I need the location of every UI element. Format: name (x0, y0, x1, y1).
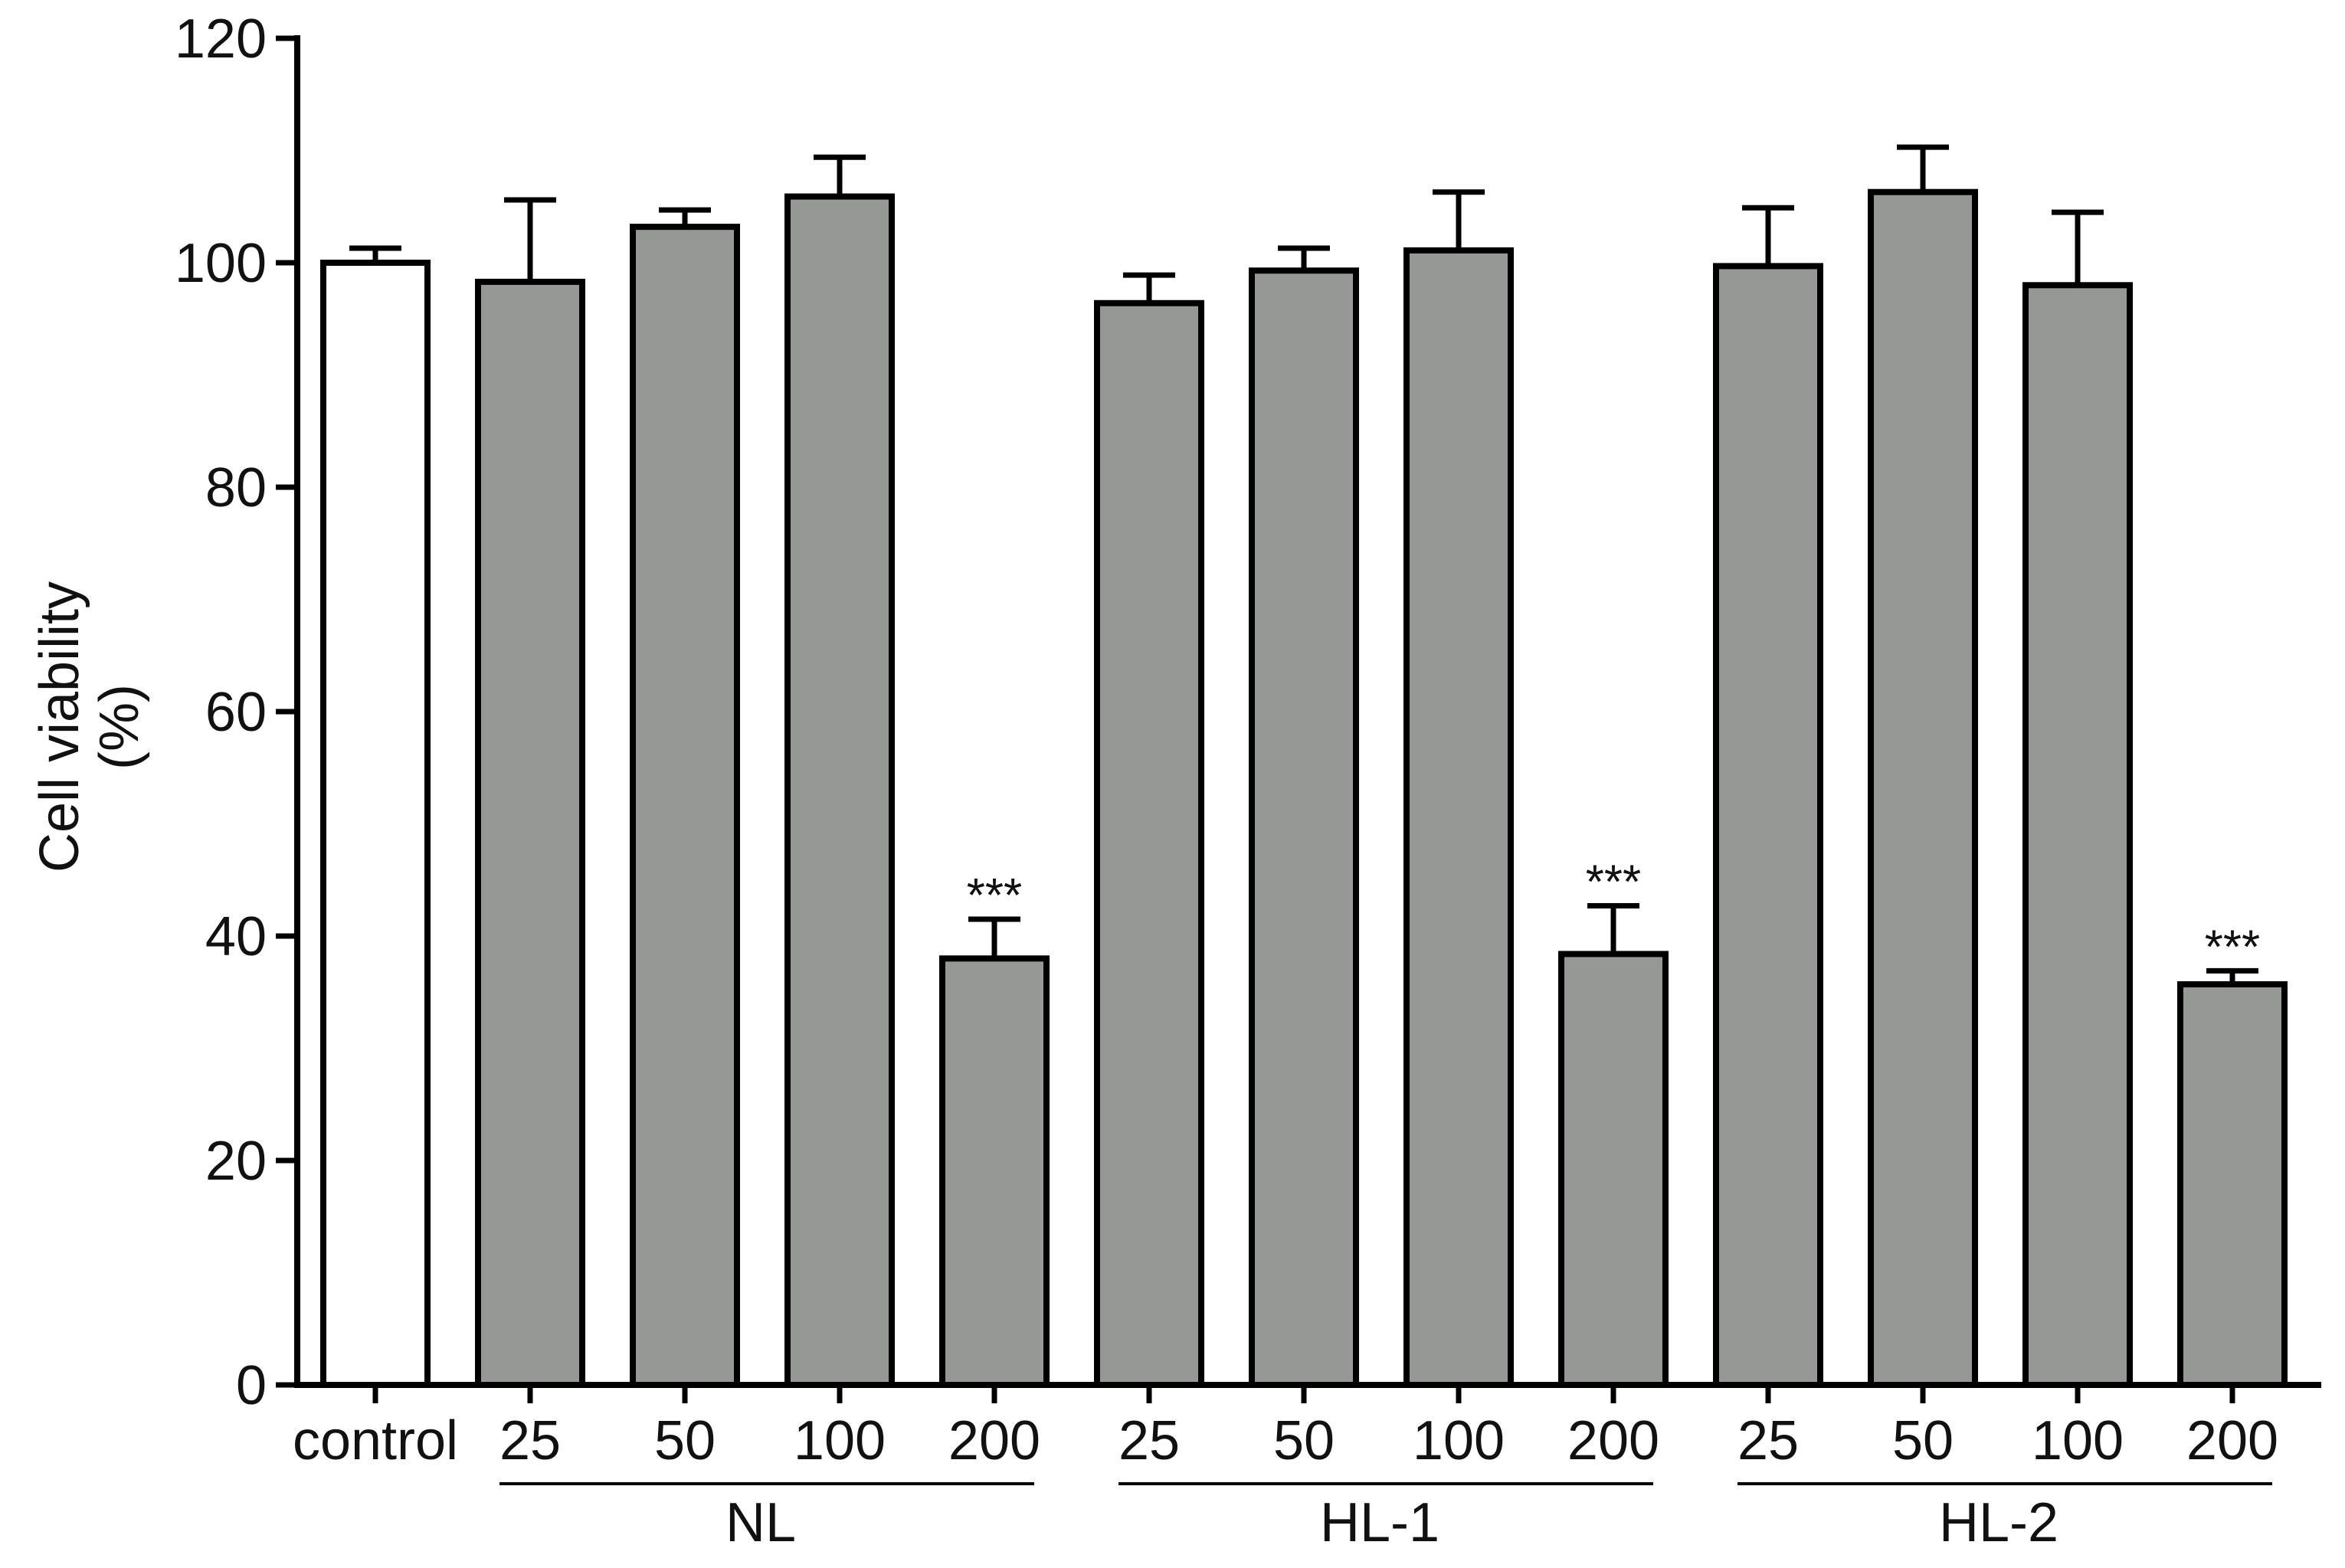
x-tick-label: 200 (1567, 1410, 1659, 1471)
group-label-nl: NL (725, 1492, 796, 1553)
labels-layer: control 25 50 100***200 25 50 100***200 25 50 100… (29, 8, 2278, 1553)
x-tick-label: 50 (1892, 1410, 1954, 1471)
axes-layer (276, 35, 2321, 1485)
bar-hl-1-100 (1403, 247, 1514, 1388)
y-tick-label: 100 (175, 233, 267, 294)
bar-hl-2-100 (2022, 282, 2133, 1388)
y-tick-label: 40 (205, 906, 267, 967)
bar-nl-50 (630, 224, 740, 1388)
x-tick-label: 25 (1118, 1410, 1180, 1471)
group-label-hl-2: HL-2 (1939, 1492, 2058, 1553)
bar-hl-1-200 (1558, 951, 1669, 1388)
x-tick-label: 25 (1737, 1410, 1799, 1471)
y-tick-label: 120 (175, 8, 267, 70)
significance-label: *** (1586, 856, 1641, 908)
x-tick-label: 50 (1273, 1410, 1335, 1471)
bar-hl-1-50 (1249, 267, 1359, 1388)
x-tick-label: 100 (2032, 1410, 2124, 1471)
significance-label: *** (2205, 921, 2260, 974)
y-tick-label: 80 (205, 457, 267, 519)
bar-control (320, 260, 431, 1388)
y-axis-label: Cell viability(%) (29, 581, 150, 872)
y-tick-label: 0 (236, 1355, 267, 1416)
bar-hl-2-50 (1868, 188, 1978, 1389)
y-axis-label-line: (%) (89, 684, 150, 770)
y-axis-label-line: Cell viability (29, 581, 90, 872)
bar-hl-2-25 (1713, 263, 1823, 1388)
bar-hl-1-25 (1094, 300, 1204, 1388)
significance-label: *** (967, 869, 1022, 922)
bar-nl-200 (939, 955, 1050, 1389)
x-tick-label: control (293, 1410, 458, 1471)
y-tick-label: 20 (205, 1131, 267, 1192)
x-tick-label: 100 (1413, 1410, 1505, 1471)
y-tick-label: 60 (205, 682, 267, 743)
error-bars-layer (349, 144, 2258, 984)
bar-nl-100 (784, 193, 895, 1389)
x-tick-label: 200 (2186, 1410, 2278, 1471)
bar-nl-25 (475, 278, 585, 1388)
bars-layer (320, 188, 2288, 1389)
bar-hl-2-200 (2177, 980, 2288, 1388)
x-tick-label: 25 (499, 1410, 561, 1471)
x-tick-label: 200 (948, 1410, 1040, 1471)
x-tick-label: 50 (654, 1410, 716, 1471)
x-tick-label: 100 (794, 1410, 886, 1471)
group-label-hl-1: HL-1 (1320, 1492, 1439, 1553)
